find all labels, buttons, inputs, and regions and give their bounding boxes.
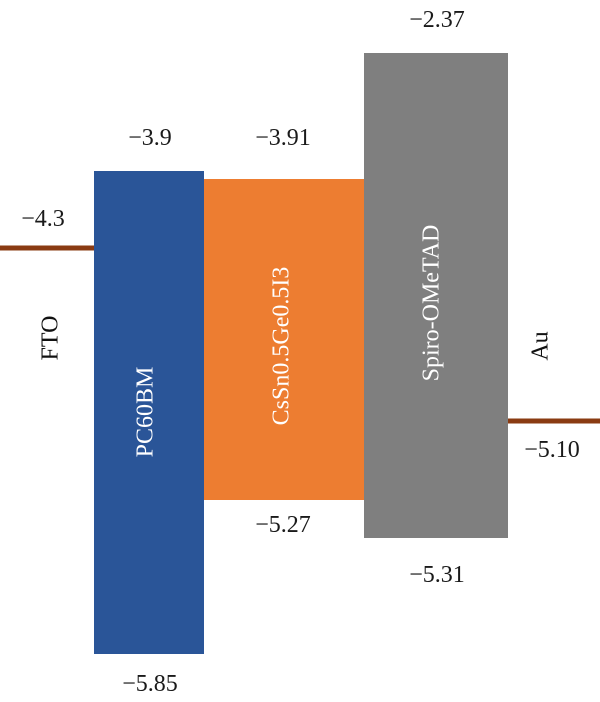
- pc60bm-bar: [94, 171, 204, 654]
- perovskite-label: CsSn0.5Ge0.5I3: [269, 267, 295, 426]
- perovskite-bottom-level: −5.27: [255, 512, 311, 538]
- perovskite-top-level: −3.91: [255, 125, 311, 151]
- spiro-bar: [364, 53, 508, 538]
- pc60bm-top-level: −3.9: [128, 125, 172, 151]
- au-level-value: −5.10: [524, 437, 580, 463]
- perovskite-bar: [204, 179, 364, 500]
- pc60bm-label: PC60BM: [133, 367, 159, 458]
- fto-label: FTO: [38, 316, 64, 361]
- au-label: Au: [528, 331, 554, 360]
- fto-level-value: −4.3: [21, 206, 65, 232]
- spiro-label: Spiro-OMeTAD: [419, 225, 445, 382]
- pc60bm-bottom-level: −5.85: [122, 671, 178, 697]
- spiro-bottom-level: −5.31: [409, 562, 465, 588]
- spiro-top-level: −2.37: [409, 7, 465, 33]
